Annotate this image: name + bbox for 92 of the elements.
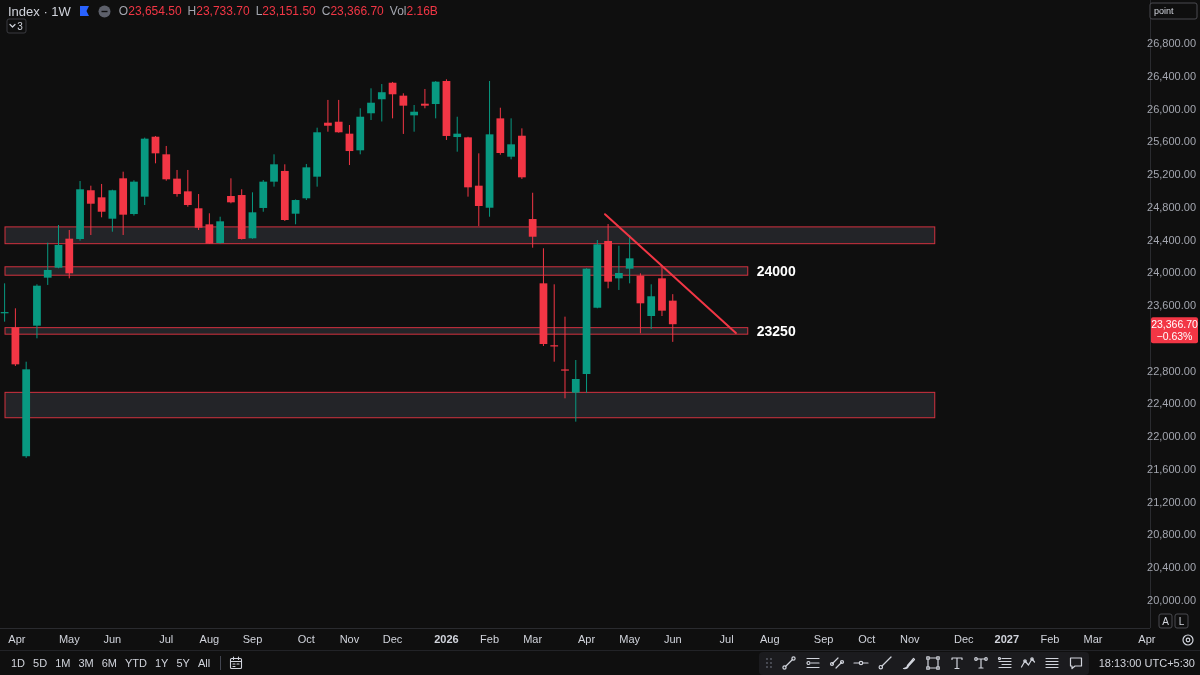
chart-title: Index · 1W [8,3,71,19]
text: 6M [101,657,117,669]
candlestick [571,359,580,423]
text: 1M [55,657,71,669]
band-label: 23250 [756,322,796,339]
x-tick-label: Sep [242,633,263,645]
x-tick-label: Oct [297,633,315,645]
x-tick-label: Mar [1083,633,1103,645]
candlestick [173,169,181,198]
annotation: O [118,4,129,18]
text: A [1162,616,1170,627]
candlestick [183,169,192,208]
x-tick-label: Feb [1040,633,1060,645]
x-tick-label: 2026 [434,633,459,645]
y-tick-label: 21,200.00 [1147,495,1196,508]
x-tick-label: Mar [523,633,543,645]
text: −0.63% [1156,330,1193,343]
text: 1D [11,657,26,669]
y-tick-label: 25,600.00 [1147,135,1196,148]
x-tick-label: Jul [719,633,734,645]
candlestick [453,116,462,153]
annotation: L [255,4,263,18]
x-tick-label: Jun [663,633,682,645]
y-tick-label: 20,000.00 [1147,593,1196,606]
y-tick-label: 22,000.00 [1147,430,1196,443]
candlestick [216,216,225,245]
text: L [1178,616,1185,627]
annotation: C [321,4,331,18]
candlestick [227,177,235,204]
y-tick-label: 23,600.00 [1147,299,1196,312]
text: 5D [33,657,48,669]
y-tick-label: 24,000.00 [1147,266,1196,279]
candlestick [54,224,63,269]
y-tick-label: 24,800.00 [1147,200,1196,213]
y-tick-label: 20,400.00 [1147,561,1196,574]
x-tick-label: Oct [858,633,876,645]
text: YTD [124,657,147,669]
x-tick-label: Apr [1138,633,1156,645]
x-tick-label: May [619,633,641,645]
candlestick [270,153,278,188]
x-tick-label: Aug [199,633,220,645]
x-tick-label: Jun [103,633,122,645]
text: 3M [78,657,94,669]
text: All [197,657,211,669]
candlestick [324,99,332,133]
x-tick-label: Aug [759,633,780,645]
y-tick-label: 20,800.00 [1147,528,1196,541]
annotation: 23,366.70 [330,4,384,18]
annotation: Vol [389,4,407,18]
candlestick [399,92,408,135]
x-tick-label: Nov [900,633,921,645]
y-tick-label: 26,400.00 [1147,69,1196,82]
text: 5Y [176,657,190,669]
annotation: 23,151.50 [262,4,316,18]
text: point [1154,6,1175,16]
annotation: H [187,4,197,18]
candlestick [367,87,375,121]
x-tick-label: May [58,633,81,645]
annotation: 23,733.70 [196,4,250,18]
candlestick [291,198,300,225]
x-tick-label: Dec [382,633,403,645]
candlestick [421,88,429,109]
candlestick [507,117,515,160]
x-tick-label: Apr [577,633,596,645]
y-tick-label: 21,600.00 [1147,462,1196,475]
y-tick-label: 25,200.00 [1147,168,1196,181]
x-tick-label: Nov [339,633,360,645]
candlestick [647,283,656,330]
candlestick [97,183,106,218]
x-tick-label: 2027 [994,633,1020,645]
x-tick-label: Sep [813,633,834,645]
y-tick-label: 22,400.00 [1147,397,1196,410]
candlestick [431,80,440,119]
y-tick-label: 22,800.00 [1147,364,1196,377]
y-tick-label: 26,000.00 [1147,102,1196,115]
band-label: 24000 [756,263,796,279]
x-tick-label: Feb [480,633,500,645]
annotation: 2.16B [406,4,438,18]
y-tick-label: 24,400.00 [1147,233,1196,246]
annotation: 3 [17,21,24,32]
candlestick [334,99,343,134]
text: 1Y [154,657,169,669]
text: 18:13:00 UTC+5:30 [1098,657,1195,669]
x-tick-label: Apr [8,633,26,645]
x-tick-label: Dec [953,633,974,645]
candlestick [43,242,52,286]
x-tick-label: Jul [159,633,174,645]
text: 23,366.70 [1151,318,1199,331]
annotation: 23,654.50 [128,4,182,18]
candlestick [377,83,386,122]
y-tick-label: 26,800.00 [1147,37,1196,49]
candlestick [615,245,623,291]
